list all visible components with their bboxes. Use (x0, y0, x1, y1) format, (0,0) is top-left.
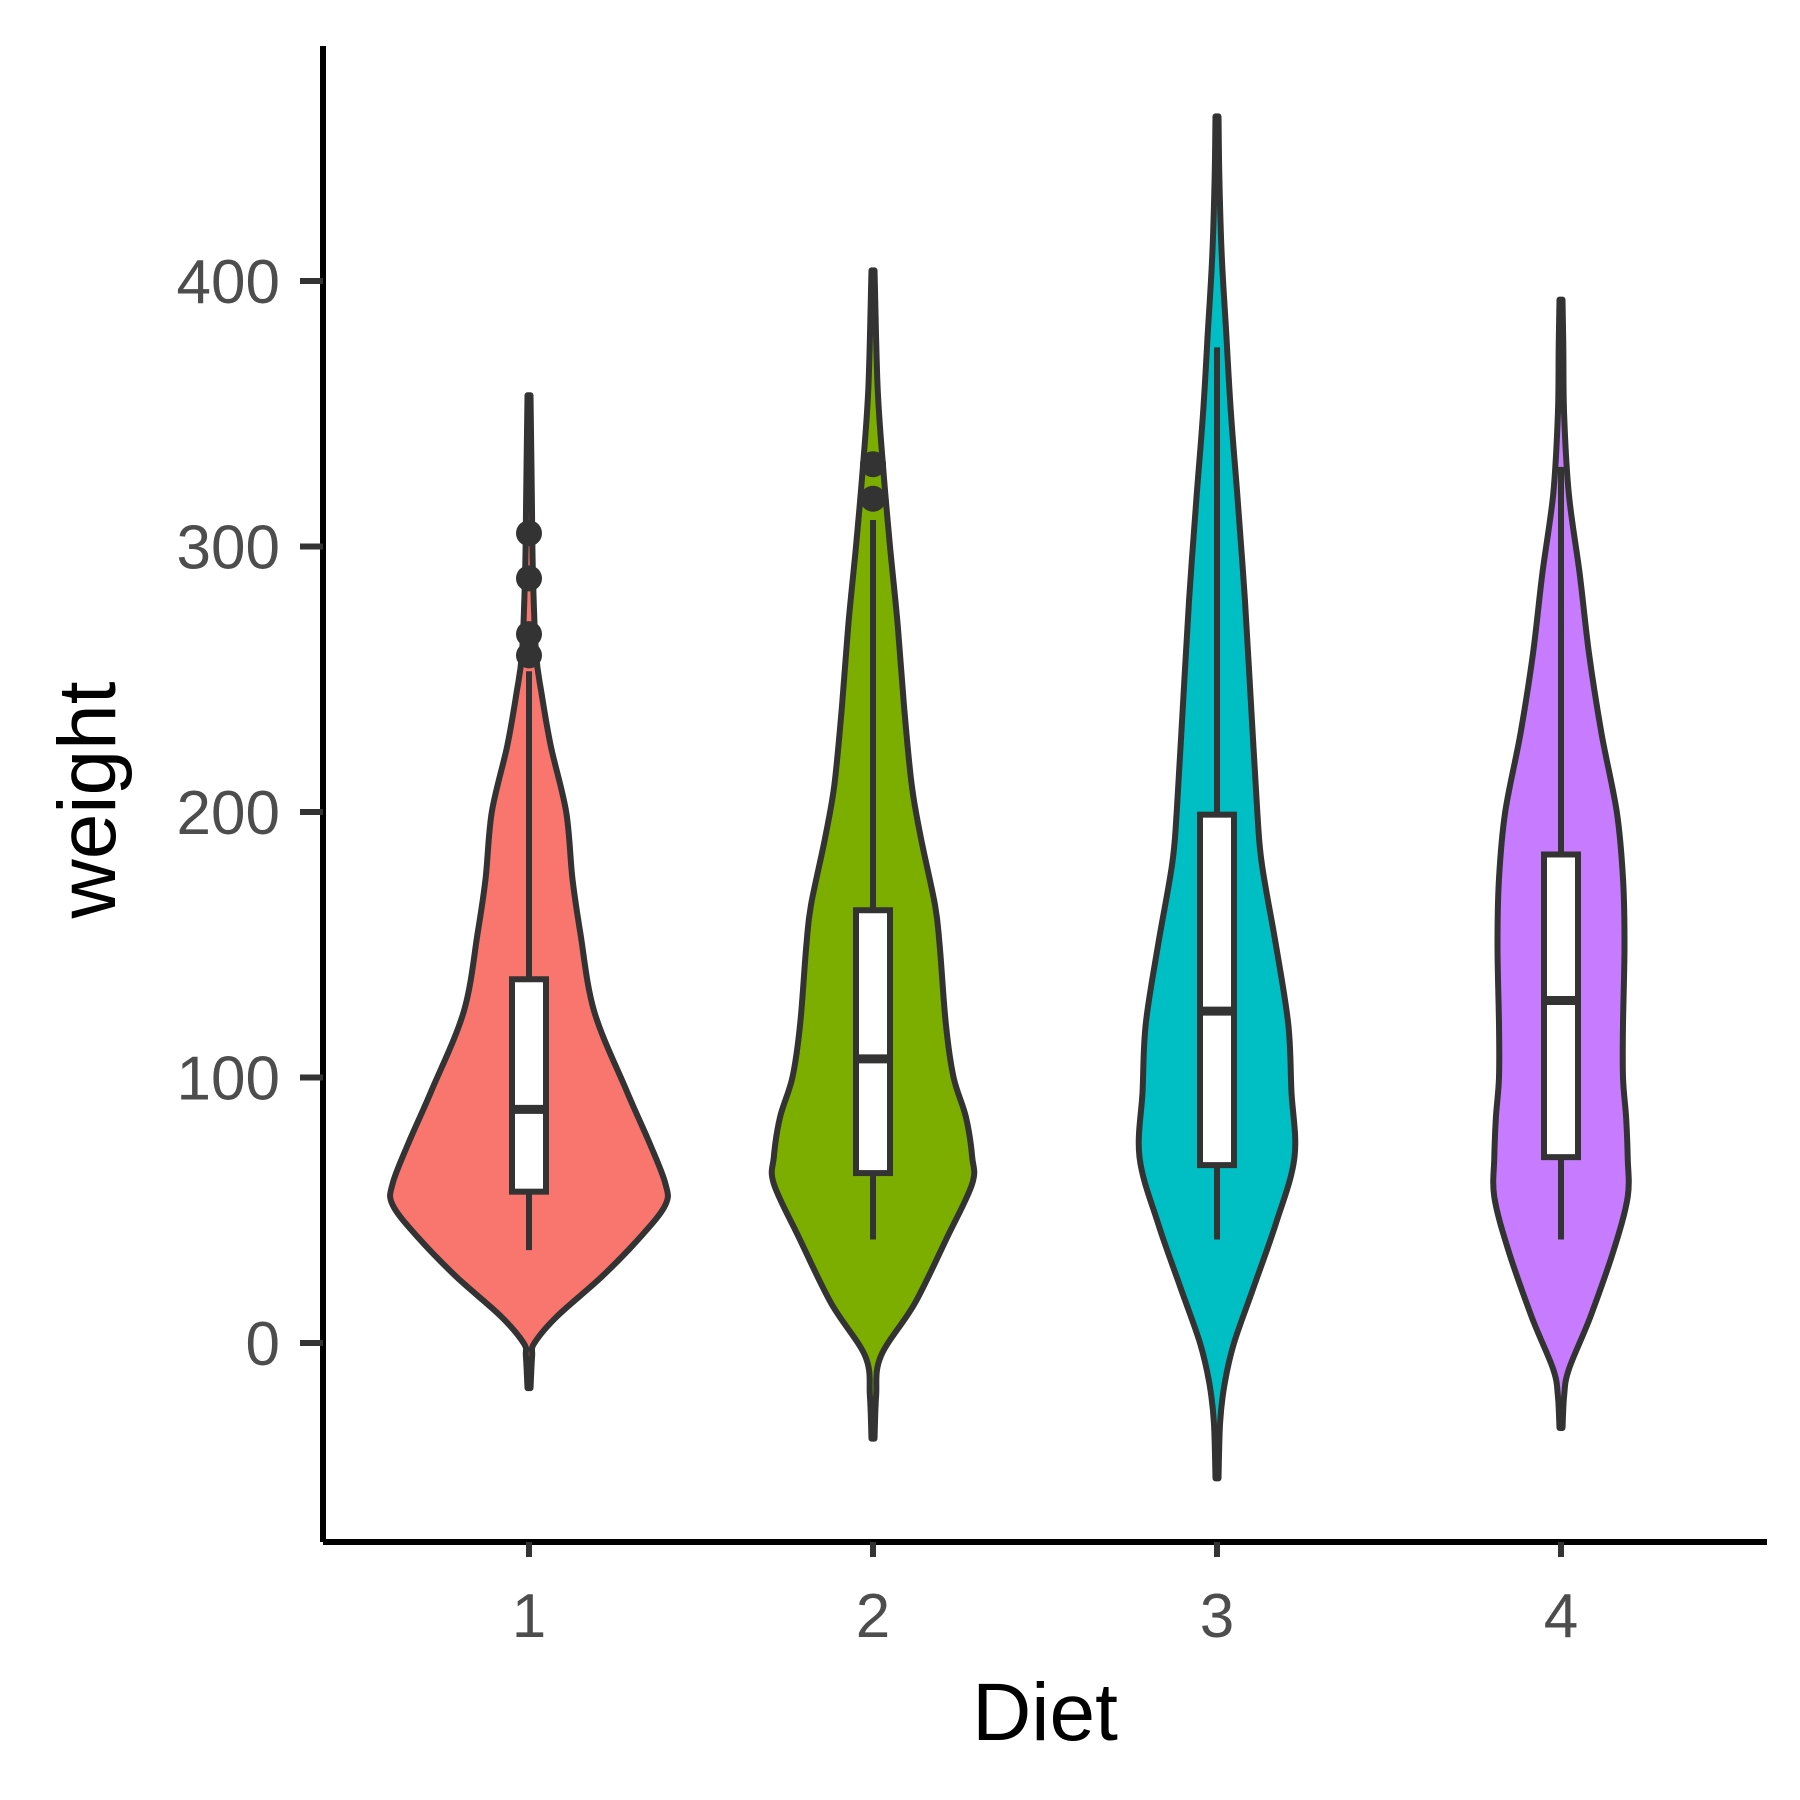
outlier-point-diet-1-4 (516, 520, 542, 547)
boxplot-layer (509, 347, 1581, 1251)
y-tick-label-400: 400 (177, 248, 280, 317)
x-tick-label-2: 2 (856, 1582, 890, 1651)
iqr-box-diet-4 (1541, 851, 1581, 1161)
x-tick-label-4: 4 (1544, 1582, 1578, 1651)
outlier-layer (516, 451, 886, 669)
y-tick-label-100: 100 (177, 1045, 280, 1114)
y-tick-label-0: 0 (246, 1310, 280, 1379)
violin-layer (387, 113, 1632, 1482)
outlier-point-diet-2-2 (860, 451, 886, 478)
outlier-point-diet-2-1 (860, 485, 886, 512)
iqr-box-diet-3 (1197, 811, 1237, 1169)
iqr-box-diet-2 (853, 907, 893, 1177)
y-tick-label-200: 200 (177, 779, 280, 848)
outlier-point-diet-1-2 (516, 621, 542, 648)
y-tick-label-300: 300 (177, 514, 280, 583)
outlier-point-diet-1-3 (516, 565, 542, 592)
iqr-box-diet-1 (509, 976, 549, 1195)
x-axis-ticks: 1 2 3 4 (512, 1542, 1578, 1651)
y-axis-title: weight (42, 681, 133, 919)
outlier-point-diet-1-1 (516, 642, 542, 669)
x-tick-label-1: 1 (512, 1582, 546, 1651)
x-axis-title: Diet (972, 1667, 1118, 1758)
x-tick-label-3: 3 (1200, 1582, 1234, 1651)
y-axis-ticks: 0 100 200 300 400 (177, 248, 323, 1379)
